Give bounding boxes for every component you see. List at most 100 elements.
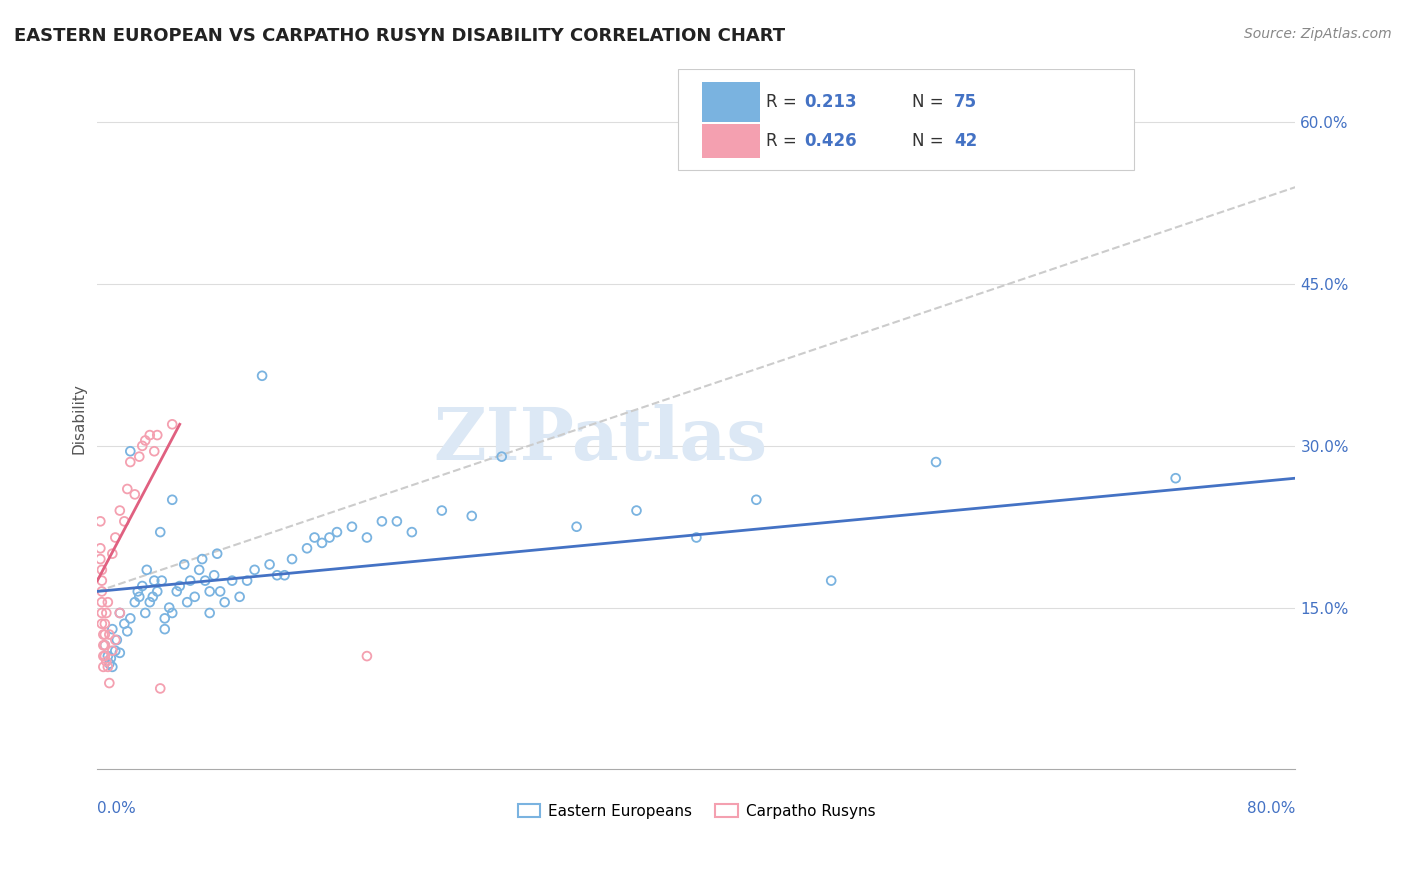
- Point: [104, 531, 127, 545]
- Point: [188, 563, 211, 577]
- Point: [90, 563, 112, 577]
- Point: [90, 584, 112, 599]
- Text: 80.0%: 80.0%: [1247, 801, 1295, 816]
- Point: [97, 649, 120, 664]
- Point: [97, 660, 120, 674]
- Point: [194, 574, 217, 588]
- Legend: Eastern Europeans, Carpatho Rusyns: Eastern Europeans, Carpatho Rusyns: [512, 797, 882, 825]
- Point: [626, 503, 648, 517]
- Point: [157, 600, 180, 615]
- Point: [685, 531, 707, 545]
- Point: [101, 643, 124, 657]
- Point: [311, 536, 333, 550]
- Point: [160, 492, 183, 507]
- Point: [160, 417, 183, 432]
- Point: [135, 563, 157, 577]
- Text: R =: R =: [766, 132, 801, 150]
- Point: [169, 579, 191, 593]
- Point: [124, 487, 146, 501]
- Point: [160, 606, 183, 620]
- Point: [128, 590, 150, 604]
- Point: [120, 444, 142, 458]
- Point: [179, 574, 201, 588]
- Point: [139, 595, 162, 609]
- Point: [117, 624, 139, 639]
- Point: [90, 606, 112, 620]
- Point: [94, 616, 117, 631]
- Point: [401, 525, 423, 540]
- Point: [146, 584, 169, 599]
- Text: 42: 42: [955, 132, 977, 150]
- Text: ZIPatlas: ZIPatlas: [433, 404, 768, 475]
- Text: R =: R =: [766, 93, 801, 112]
- Point: [228, 590, 250, 604]
- Text: 75: 75: [955, 93, 977, 112]
- Text: EASTERN EUROPEAN VS CARPATHO RUSYN DISABILITY CORRELATION CHART: EASTERN EUROPEAN VS CARPATHO RUSYN DISAB…: [14, 27, 785, 45]
- Point: [266, 568, 288, 582]
- Point: [134, 606, 156, 620]
- Point: [124, 595, 146, 609]
- Point: [198, 606, 221, 620]
- Point: [925, 455, 948, 469]
- Point: [183, 590, 205, 604]
- Point: [565, 519, 588, 533]
- Point: [820, 574, 842, 588]
- Point: [149, 681, 172, 696]
- Point: [100, 651, 122, 665]
- Point: [108, 646, 131, 660]
- Point: [143, 444, 166, 458]
- Y-axis label: Disability: Disability: [72, 384, 86, 454]
- Text: Source: ZipAtlas.com: Source: ZipAtlas.com: [1244, 27, 1392, 41]
- Point: [150, 574, 173, 588]
- Point: [104, 643, 127, 657]
- Point: [149, 525, 172, 540]
- Point: [153, 622, 176, 636]
- Point: [90, 574, 112, 588]
- Point: [93, 627, 115, 641]
- Point: [128, 450, 150, 464]
- Point: [112, 514, 135, 528]
- Point: [108, 606, 131, 620]
- Point: [93, 649, 115, 664]
- Point: [108, 606, 131, 620]
- Point: [97, 595, 120, 609]
- Point: [236, 574, 259, 588]
- Point: [143, 574, 166, 588]
- Text: N =: N =: [912, 132, 949, 150]
- Point: [146, 428, 169, 442]
- FancyBboxPatch shape: [703, 82, 759, 122]
- Point: [108, 503, 131, 517]
- Point: [89, 514, 111, 528]
- Point: [112, 616, 135, 631]
- Point: [202, 568, 225, 582]
- Point: [101, 622, 124, 636]
- Point: [166, 584, 188, 599]
- Point: [371, 514, 394, 528]
- Point: [142, 590, 165, 604]
- Point: [117, 482, 139, 496]
- Point: [214, 595, 236, 609]
- Point: [90, 595, 112, 609]
- Point: [461, 508, 484, 523]
- Point: [153, 611, 176, 625]
- Point: [105, 632, 128, 647]
- Point: [250, 368, 273, 383]
- Point: [385, 514, 408, 528]
- Point: [340, 519, 363, 533]
- Point: [94, 649, 117, 664]
- Point: [94, 638, 117, 652]
- Point: [94, 638, 117, 652]
- Point: [131, 579, 153, 593]
- Point: [127, 584, 149, 599]
- Point: [120, 611, 142, 625]
- Point: [176, 595, 198, 609]
- Point: [131, 439, 153, 453]
- Point: [94, 627, 117, 641]
- Text: N =: N =: [912, 93, 949, 112]
- Point: [90, 616, 112, 631]
- Point: [430, 503, 453, 517]
- Point: [191, 552, 214, 566]
- Point: [89, 552, 111, 566]
- Point: [96, 655, 118, 669]
- Point: [120, 455, 142, 469]
